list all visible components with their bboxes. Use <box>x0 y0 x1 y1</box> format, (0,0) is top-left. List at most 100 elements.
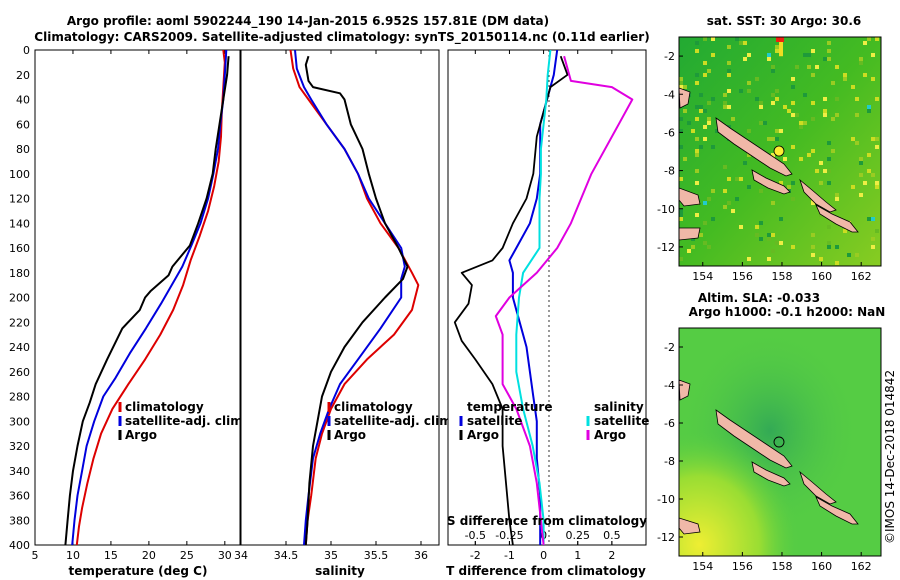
depth-tick-label: 40 <box>16 94 30 107</box>
sst-cell <box>815 65 819 69</box>
figure-title-line1: Argo profile: aoml 5902244_190 14-Jan-20… <box>67 14 549 29</box>
sst-cell <box>739 177 743 181</box>
sst-cell <box>863 181 867 185</box>
sst-cell <box>815 169 819 173</box>
sst-cell <box>771 101 775 105</box>
sst-cell <box>695 105 699 109</box>
sst-cell <box>831 81 835 85</box>
sst-cell <box>851 185 855 189</box>
sst-cell <box>755 97 759 101</box>
sst-cell <box>687 249 691 253</box>
sst-cell <box>759 101 763 105</box>
sst-speckle <box>679 37 879 265</box>
sst-cell <box>703 73 707 77</box>
sst-cell <box>767 53 771 57</box>
map-x-tick-label: 160 <box>811 560 832 573</box>
depth-tick-label: 180 <box>9 267 30 280</box>
s-difference-label: S difference from climatology <box>447 514 647 528</box>
sst-cell <box>807 153 811 157</box>
sst-cell <box>723 93 727 97</box>
figure-title-line2: Climatology: CARS2009. Satellite-adjuste… <box>34 30 649 45</box>
difference-panel: -2 -1 0 1 2-0.5 -0.25 0 0.25 0.5 S difference fr… <box>446 49 649 578</box>
x-tick-label: 15 <box>104 549 118 562</box>
sst-cell <box>707 117 711 121</box>
depth-tick-label: 100 <box>9 168 30 181</box>
sst-cell <box>767 137 771 141</box>
sst-cell <box>863 41 867 45</box>
sst-cell <box>743 41 747 45</box>
sst-cell <box>791 145 795 149</box>
series-satellite-adj-clim- <box>71 50 228 545</box>
sst-cell <box>683 85 687 89</box>
sst-cell <box>811 245 815 249</box>
sst-cell <box>731 117 735 121</box>
island-southwest <box>679 187 701 207</box>
sst-cell <box>695 41 699 45</box>
legend-title-salinity: salinity <box>594 400 644 414</box>
sst-cell <box>727 73 731 77</box>
sst-cell <box>727 45 731 49</box>
legend-label-satellite: satellite-adj. clim. <box>125 414 247 428</box>
sst-cell <box>711 97 715 101</box>
island-southwest <box>679 517 701 535</box>
sst-cell <box>871 217 875 221</box>
sst-cell <box>791 77 795 81</box>
sst-cell <box>823 57 827 61</box>
sst-cell <box>811 49 815 53</box>
sla-map-ticks: 154 156 158 160 162 -2 -4 -6 -8 -10 -12 <box>657 341 872 573</box>
sst-cell <box>791 197 795 201</box>
map-y-tick-label: -12 <box>657 531 675 544</box>
sst-cell <box>819 181 823 185</box>
sst-cell <box>723 105 727 109</box>
sst-cell <box>763 121 767 125</box>
map-y-tick-label: -6 <box>664 417 675 430</box>
sst-cell <box>759 221 763 225</box>
sst-cell <box>695 181 699 185</box>
x-tick-label: 34.5 <box>274 549 299 562</box>
sst-cell <box>679 209 683 213</box>
x-tick-label: 1 <box>574 549 581 562</box>
depth-tick-label: 140 <box>9 217 30 230</box>
sst-cell <box>823 169 827 173</box>
sst-cell <box>771 93 775 97</box>
sst-cell <box>775 49 779 53</box>
sst-cell <box>695 149 699 153</box>
sst-cell <box>863 73 867 77</box>
temperature-legend: climatology satellite-adj. clim. Argo <box>118 400 247 442</box>
x-tick-label: 25 <box>180 549 194 562</box>
depth-tick-label: 380 <box>9 514 30 527</box>
sst-cell <box>875 137 879 141</box>
sst-cell <box>707 101 711 105</box>
island-large <box>715 117 793 177</box>
sst-cell <box>771 153 775 157</box>
difference-x-ticks: -2 -1 0 1 2-0.5 -0.25 0 0.25 0.5 <box>465 50 621 562</box>
depth-tick-label: 220 <box>9 316 30 329</box>
sla-coastline <box>679 379 859 535</box>
map-y-tick-label: -10 <box>657 203 675 216</box>
sst-cell <box>799 157 803 161</box>
salinity-lines <box>289 50 420 545</box>
sst-cell <box>703 37 707 41</box>
sst-cell <box>743 161 747 165</box>
sst-cell <box>799 121 803 125</box>
sst-cell <box>831 149 835 153</box>
s-tick-label: 0.25 <box>565 529 590 542</box>
series-t-argo <box>453 55 569 545</box>
series-argo <box>64 56 230 545</box>
sst-cell <box>835 193 839 197</box>
depth-tick-label: 160 <box>9 242 30 255</box>
sst-cell <box>775 45 779 49</box>
x-tick-label: -1 <box>504 549 515 562</box>
sst-cell <box>695 169 699 173</box>
sst-cell <box>679 129 683 133</box>
sst-cell <box>735 37 739 41</box>
depth-tick-label: 400 <box>9 539 30 552</box>
depth-tick-label: 0 <box>23 44 30 57</box>
salinity-xlabel: salinity <box>315 564 365 578</box>
sst-cell <box>851 137 855 141</box>
sst-cell <box>707 197 711 201</box>
sst-cell <box>699 233 703 237</box>
sst-map-frame <box>678 36 882 267</box>
sst-cell <box>747 129 751 133</box>
depth-tick-label: 240 <box>9 341 30 354</box>
